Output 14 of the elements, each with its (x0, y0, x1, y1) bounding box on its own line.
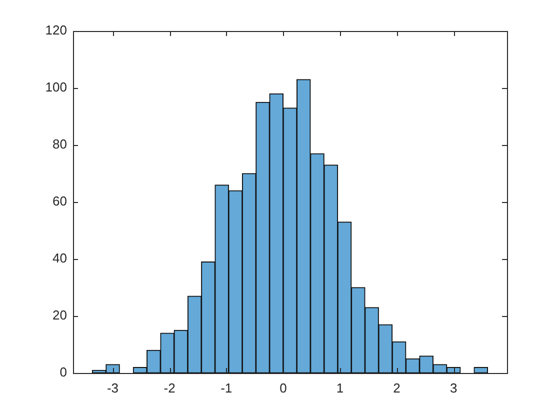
x-tick-label: -3 (106, 380, 119, 396)
y-tick-label: 80 (52, 136, 67, 152)
y-tick-label: 0 (60, 364, 67, 380)
y-tick-label: 40 (52, 250, 67, 266)
y-tick-label: 100 (45, 80, 67, 95)
x-tick-label: 0 (280, 380, 287, 396)
x-tick-label: 2 (393, 380, 400, 396)
x-tick-label: -2 (164, 380, 176, 396)
x-tick-label: 1 (336, 380, 344, 396)
x-tick-label: -1 (220, 380, 232, 396)
y-tick-label: 60 (52, 194, 67, 209)
x-tick-label: 3 (450, 380, 458, 396)
y-tick-label: 120 (45, 22, 67, 38)
y-tick-label: 20 (52, 308, 67, 323)
